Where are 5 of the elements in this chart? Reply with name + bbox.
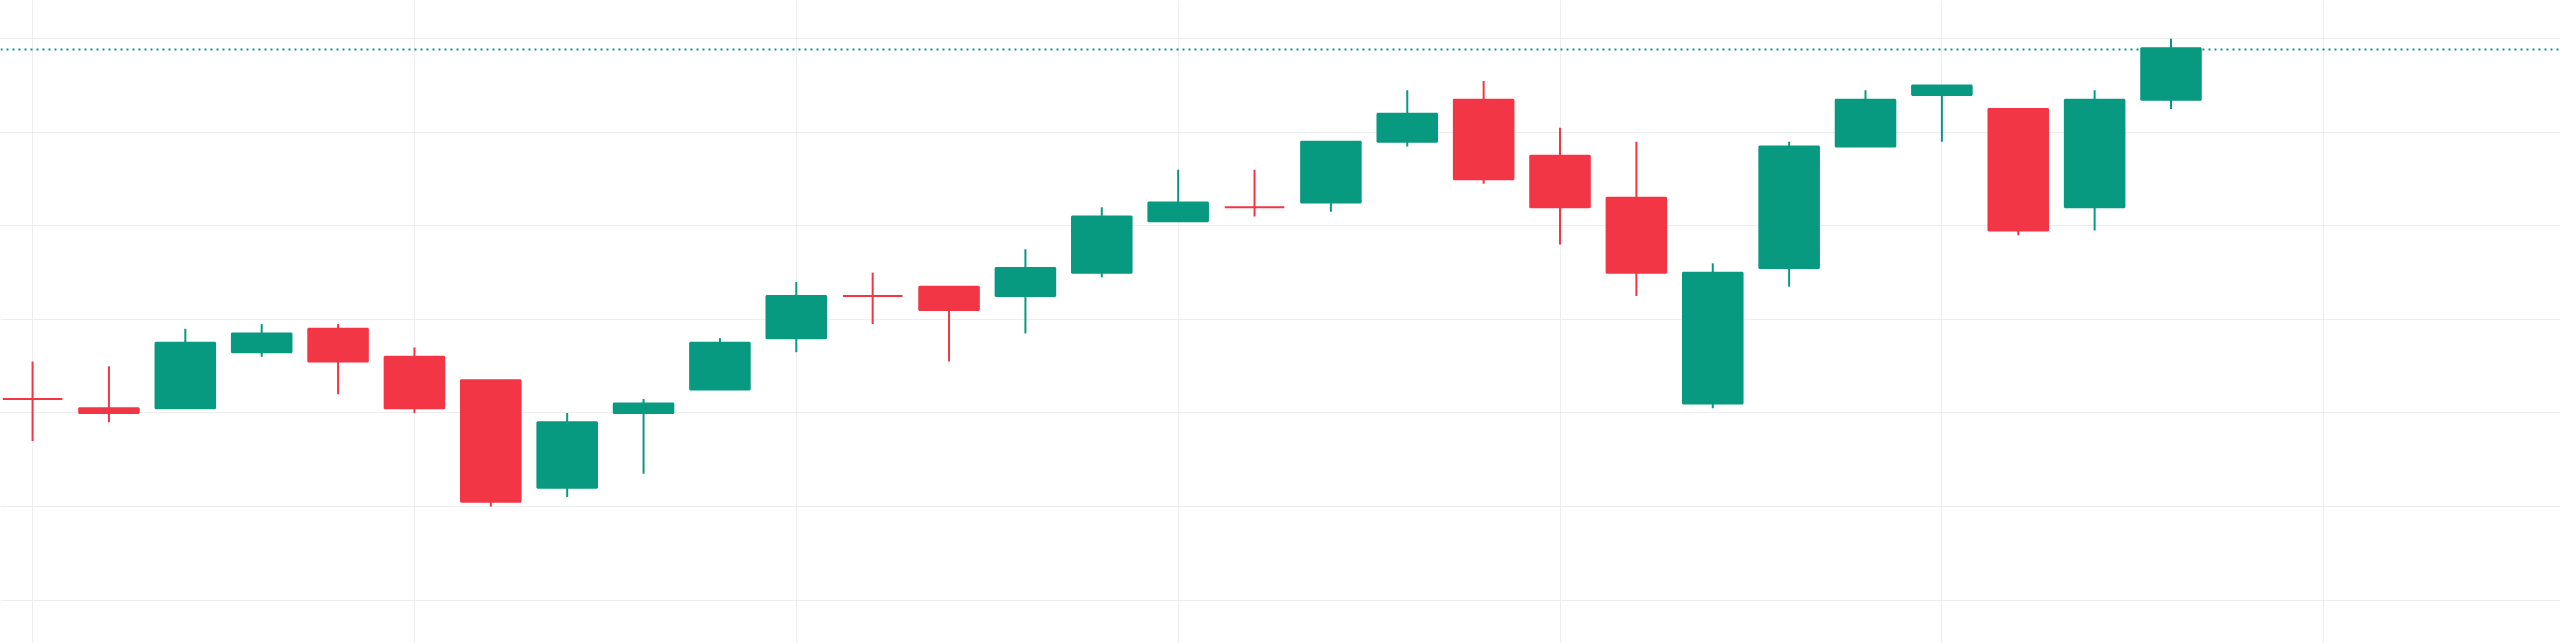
candlestick	[1, 360, 64, 443]
candlestick	[1223, 168, 1286, 218]
candlestick	[78, 365, 140, 424]
candlestick	[612, 397, 675, 475]
candlestick	[841, 271, 904, 326]
